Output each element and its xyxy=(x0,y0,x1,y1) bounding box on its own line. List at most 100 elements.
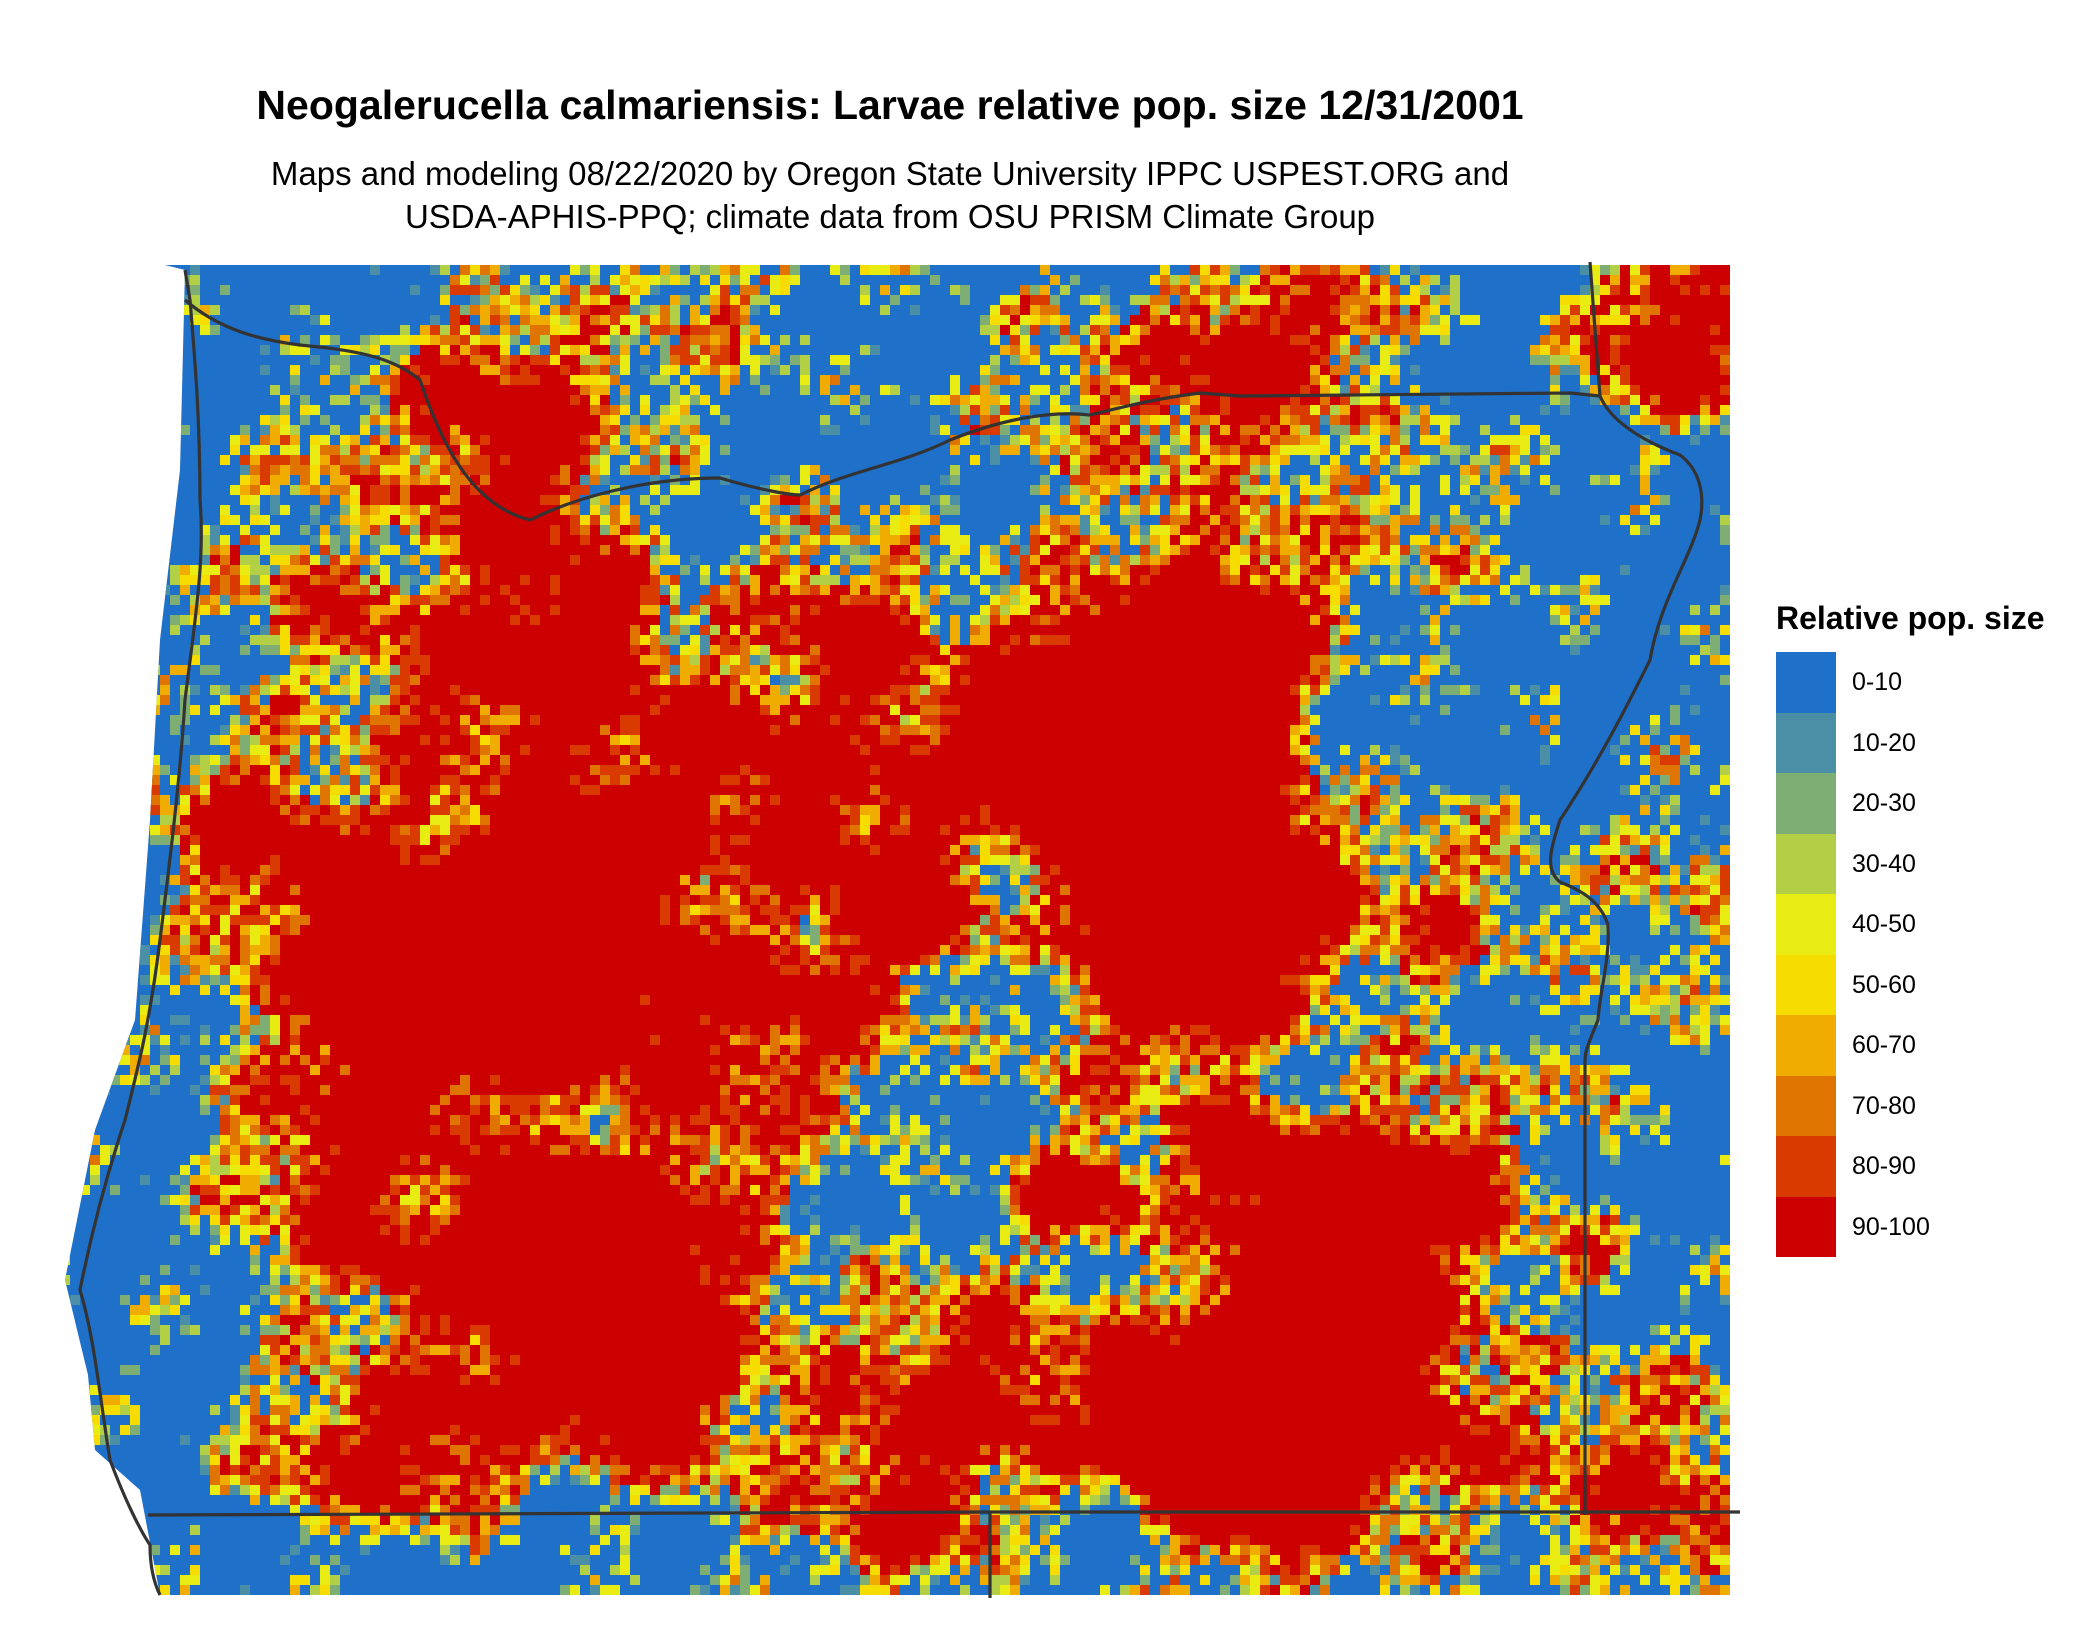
map-cell xyxy=(270,455,280,465)
map-cell xyxy=(1340,515,1350,525)
map-cell xyxy=(440,475,450,485)
map-cell xyxy=(310,705,320,715)
map-cell xyxy=(1350,545,1360,555)
map-cell xyxy=(740,275,750,285)
map-cell xyxy=(1650,365,1660,375)
map-cell xyxy=(250,575,260,585)
map-cell xyxy=(1180,525,1190,535)
map-cell xyxy=(900,715,910,725)
map-cell xyxy=(460,605,470,615)
map-cell xyxy=(1110,615,1120,625)
map-cell xyxy=(980,655,990,665)
map-cell xyxy=(1630,335,1640,345)
map-cell xyxy=(1460,575,1470,585)
map-cell xyxy=(700,435,710,445)
map-cell xyxy=(1030,635,1040,645)
map-cell xyxy=(690,385,700,395)
map-cell xyxy=(1650,265,1660,275)
map-cell xyxy=(710,345,720,355)
map-cell xyxy=(450,425,460,435)
map-cell xyxy=(830,665,840,675)
map-cell xyxy=(310,555,320,565)
map-cell xyxy=(1060,455,1070,465)
map-cell xyxy=(500,665,510,675)
map-cell xyxy=(460,485,470,495)
map-cell xyxy=(1690,395,1700,405)
map-cell xyxy=(1100,685,1110,695)
map-cell xyxy=(590,325,600,335)
map-cell xyxy=(760,695,770,705)
map-cell xyxy=(1220,475,1230,485)
map-cell xyxy=(370,395,380,405)
map-cell xyxy=(1350,305,1360,315)
map-cell xyxy=(750,605,760,615)
map-cell xyxy=(1600,265,1610,275)
map-cell xyxy=(1150,625,1160,635)
map-cell xyxy=(350,345,360,355)
map-cell xyxy=(350,535,360,545)
map-cell xyxy=(890,555,900,565)
map-cell xyxy=(1360,495,1370,505)
map-cell xyxy=(1260,565,1270,575)
map-cell xyxy=(1240,375,1250,385)
map-cell xyxy=(990,595,1000,605)
map-cell xyxy=(1250,285,1260,295)
map-cell xyxy=(1190,345,1200,355)
map-cell xyxy=(1190,675,1200,685)
map-cell xyxy=(400,735,410,745)
map-cell xyxy=(1510,575,1520,585)
map-cell xyxy=(730,275,740,285)
map-cell xyxy=(430,635,440,645)
map-cell xyxy=(1430,275,1440,285)
map-cell xyxy=(490,505,500,515)
map-cell xyxy=(1190,515,1200,525)
map-cell xyxy=(80,505,90,515)
map-cell xyxy=(550,685,560,695)
map-cell xyxy=(1290,705,1300,715)
map-cell xyxy=(320,735,330,745)
map-cell xyxy=(1230,515,1240,525)
map-cell xyxy=(970,665,980,675)
map-cell xyxy=(1000,395,1010,405)
map-cell xyxy=(650,625,660,635)
map-cell xyxy=(750,565,760,575)
map-cell xyxy=(1260,265,1270,275)
map-cell xyxy=(660,305,670,315)
map-cell xyxy=(1190,535,1200,545)
map-cell xyxy=(240,555,250,565)
map-cell xyxy=(490,425,500,435)
map-cell xyxy=(510,625,520,635)
map-cell xyxy=(290,735,300,745)
map-cell xyxy=(700,315,710,325)
map-cell xyxy=(480,415,490,425)
map-cell xyxy=(1450,625,1460,635)
map-cell xyxy=(1670,405,1680,415)
map-cell xyxy=(220,505,230,515)
map-cell xyxy=(640,735,650,745)
map-cell xyxy=(1170,315,1180,325)
map-cell xyxy=(1180,285,1190,295)
map-cell xyxy=(590,685,600,695)
map-cell xyxy=(1620,395,1630,405)
map-cell xyxy=(920,655,930,665)
map-cell xyxy=(1170,545,1180,555)
map-cell xyxy=(470,485,480,495)
map-cell xyxy=(560,485,570,495)
map-cell xyxy=(580,445,590,455)
map-cell xyxy=(650,555,660,565)
map-cell xyxy=(660,465,670,475)
map-cell xyxy=(190,265,200,275)
map-cell xyxy=(1230,375,1240,385)
map-cell xyxy=(1390,345,1400,355)
map-cell xyxy=(750,335,760,345)
map-cell xyxy=(660,695,670,705)
map-cell xyxy=(900,665,910,675)
map-cell xyxy=(490,375,500,385)
map-cell xyxy=(570,515,580,525)
map-cell xyxy=(1230,595,1240,605)
map-cell xyxy=(1150,725,1160,735)
map-cell xyxy=(1420,575,1430,585)
map-cell xyxy=(1310,615,1320,625)
map-cell xyxy=(500,295,510,305)
map-cell xyxy=(1320,685,1330,695)
